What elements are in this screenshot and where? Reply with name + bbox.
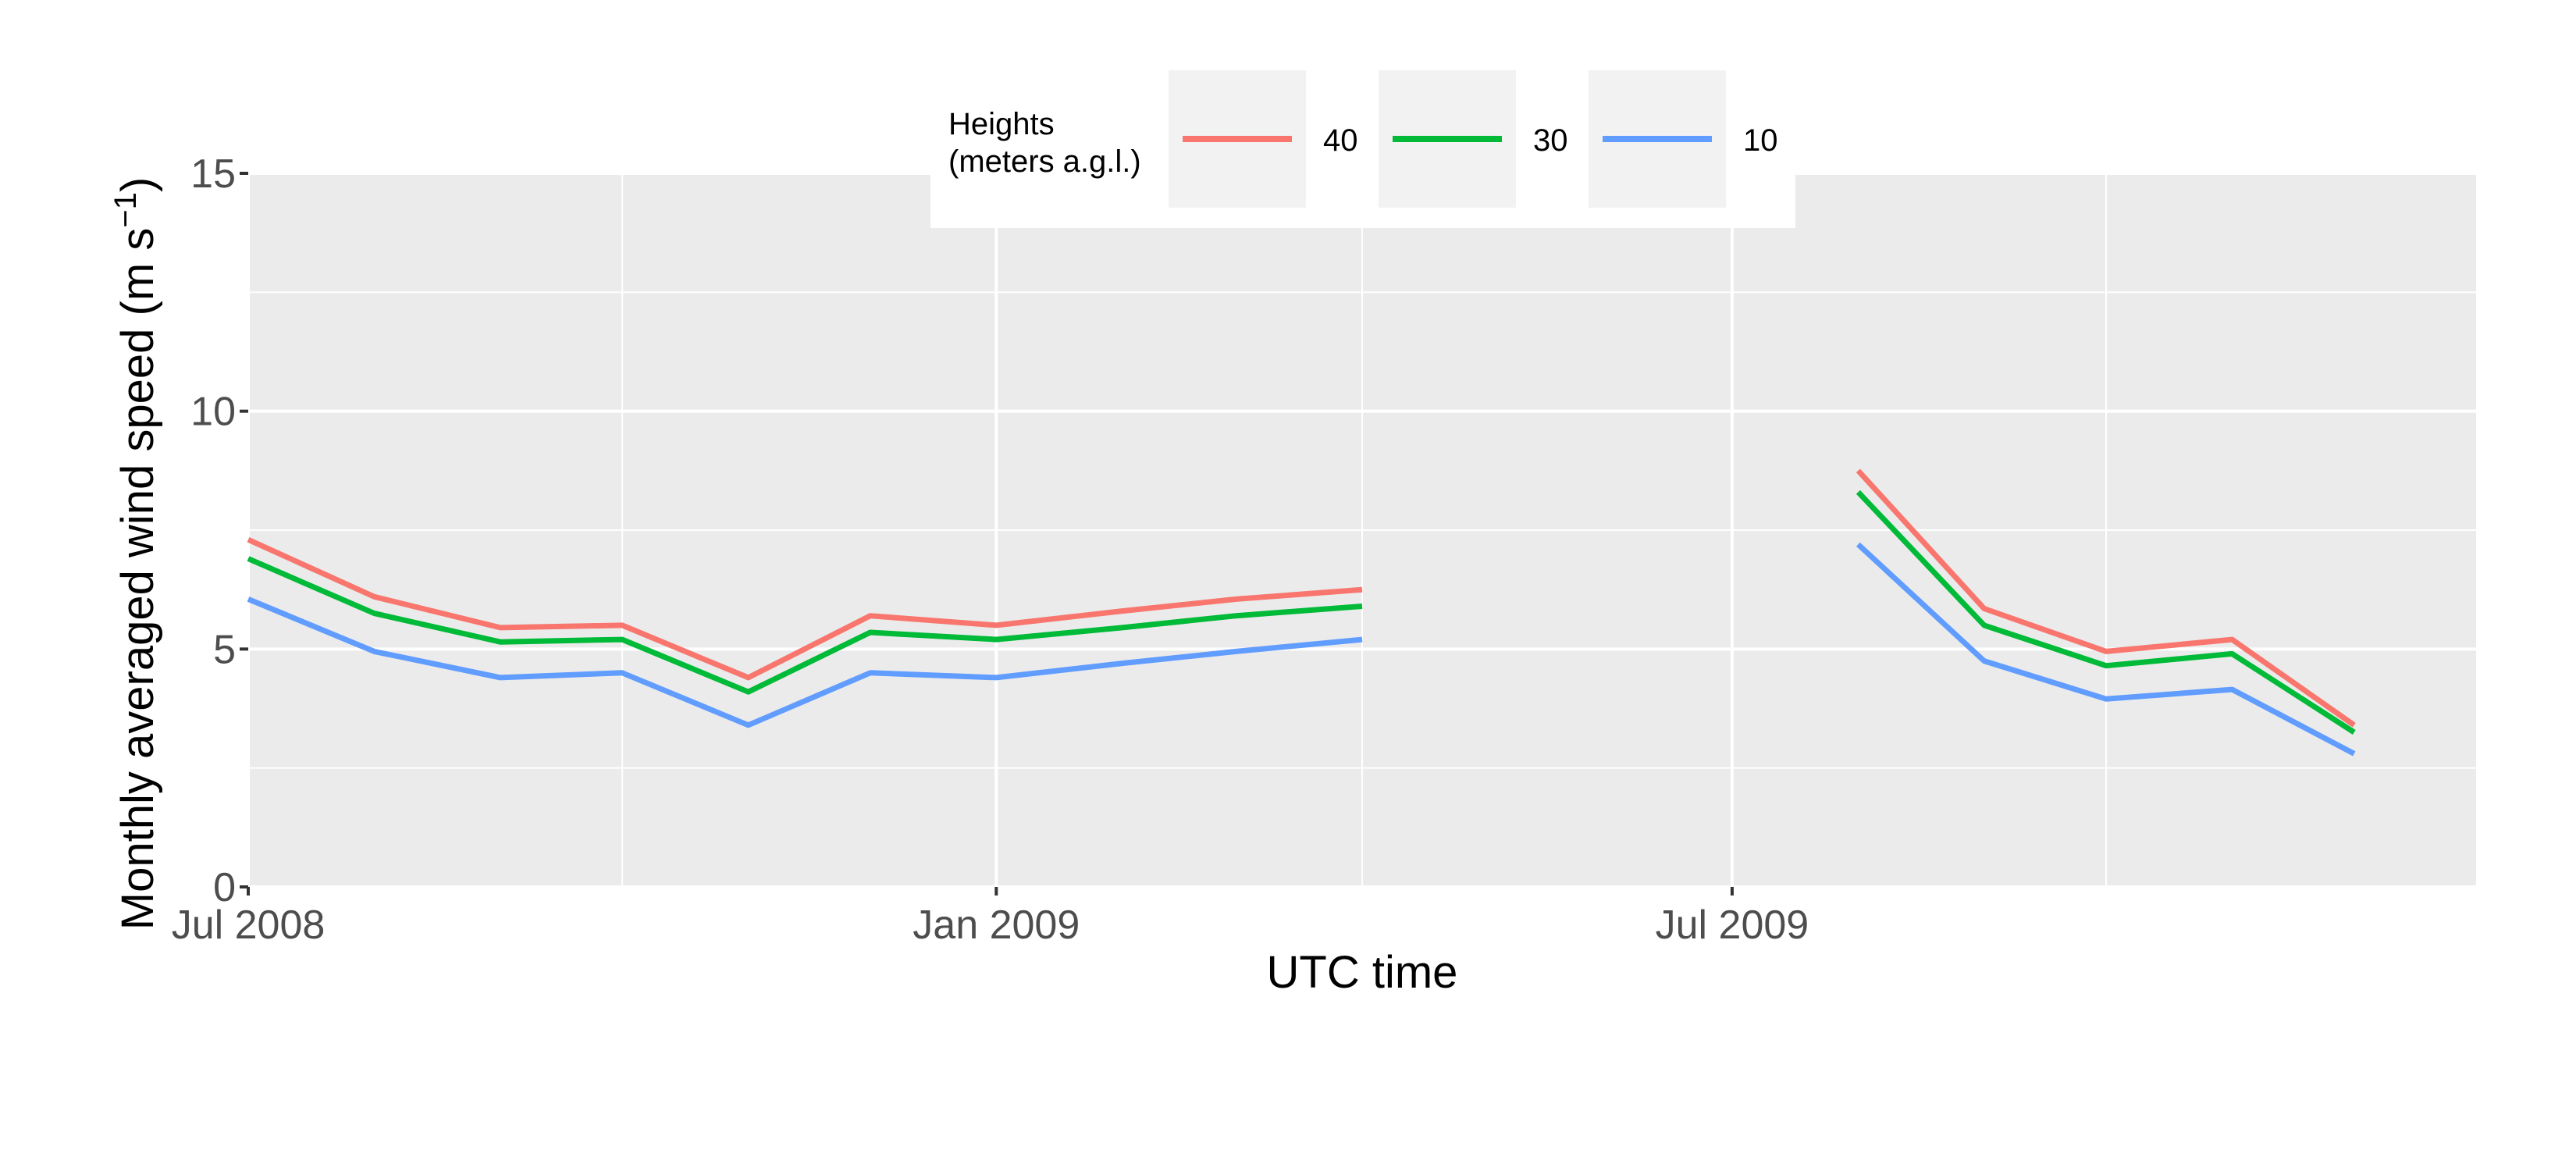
y-tick-label: 15 [190, 151, 236, 197]
x-tick-label: Jan 2009 [913, 903, 1080, 948]
series-line-40 [1856, 468, 2356, 728]
legend-label-10: 10 [1743, 123, 1778, 158]
x-axis-title: UTC time [1267, 947, 1458, 998]
y-axis-title-main: Monthly averaged wind speed (m s [112, 228, 163, 930]
series-line-10 [247, 596, 1363, 728]
x-tick-label: Jul 2008 [172, 903, 326, 948]
series-line-40 [247, 537, 1363, 681]
x-tick-label: Jul 2009 [1656, 903, 1809, 948]
legend-label-40: 40 [1323, 123, 1358, 158]
series-line-30 [247, 556, 1363, 695]
y-axis-title-close: ) [112, 177, 163, 192]
series-line-30 [1856, 490, 2356, 735]
y-axis-title-superscript: −1 [109, 192, 143, 228]
legend-title-line2: (meters a.g.l.) [948, 144, 1141, 179]
series-line-10 [1856, 542, 2356, 757]
y-tick-label: 0 [213, 865, 236, 910]
y-axis-title: Monthly averaged wind speed (m s−1) [109, 177, 163, 930]
legend-label-30: 30 [1533, 123, 1568, 158]
y-tick-label: 10 [190, 390, 236, 435]
y-tick-label: 5 [213, 627, 236, 672]
legend-title-line1: Heights [948, 107, 1055, 141]
